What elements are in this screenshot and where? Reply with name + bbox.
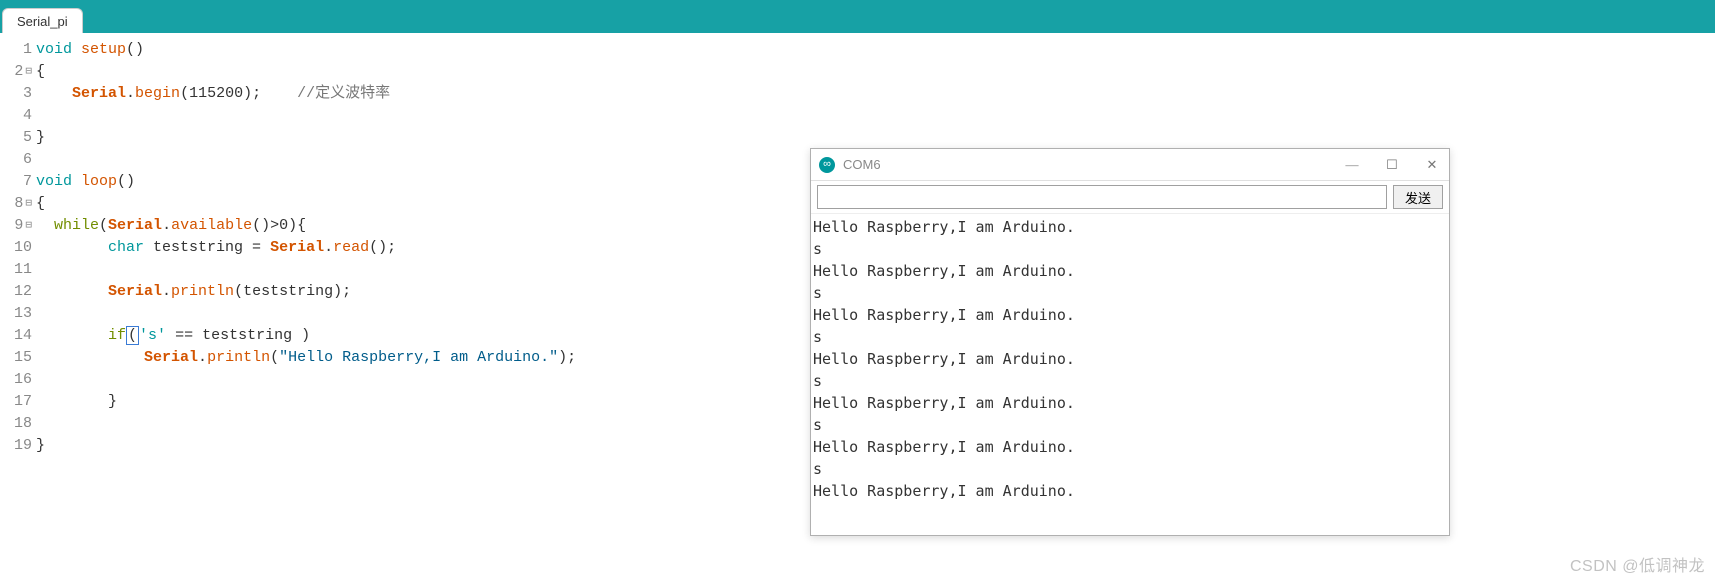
line-number: 5 [0, 127, 32, 149]
line-number: 10 [0, 237, 32, 259]
serial-line: s [813, 414, 1447, 436]
line-number: 3 [0, 83, 32, 105]
maximize-icon[interactable]: ☐ [1383, 157, 1401, 173]
line-number: 1 [0, 39, 32, 61]
line-number: 14 [0, 325, 32, 347]
line-number: 6 [0, 149, 32, 171]
line-number: 13 [0, 303, 32, 325]
serial-line: s [813, 282, 1447, 304]
fold-handle-icon[interactable]: ⊟ [25, 61, 32, 83]
serial-input[interactable] [817, 185, 1387, 209]
minimize-icon[interactable]: — [1343, 157, 1361, 173]
serial-line: s [813, 238, 1447, 260]
arduino-icon [819, 157, 835, 173]
code-line[interactable]: Serial.begin(115200); //定义波特率 [36, 83, 1715, 105]
line-number: 17 [0, 391, 32, 413]
window-title: COM6 [843, 157, 881, 172]
serial-output[interactable]: Hello Raspberry,I am Arduino.sHello Rasp… [811, 214, 1449, 535]
line-number: 19 [0, 435, 32, 457]
ide-top-bar: Serial_pi [0, 0, 1715, 33]
line-number: 2⊟ [0, 61, 32, 83]
serial-line: s [813, 458, 1447, 480]
serial-line: Hello Raspberry,I am Arduino. [813, 480, 1447, 502]
code-line[interactable]: void setup() [36, 39, 1715, 61]
code-line[interactable]: { [36, 61, 1715, 83]
send-button[interactable]: 发送 [1393, 185, 1443, 209]
serial-line: Hello Raspberry,I am Arduino. [813, 348, 1447, 370]
code-line[interactable] [36, 105, 1715, 127]
line-number: 11 [0, 259, 32, 281]
window-titlebar[interactable]: COM6 — ☐ ✕ [811, 149, 1449, 181]
line-number: 16 [0, 369, 32, 391]
serial-monitor-window: COM6 — ☐ ✕ 发送 Hello Raspberry,I am Ardui… [810, 148, 1450, 536]
serial-line: Hello Raspberry,I am Arduino. [813, 392, 1447, 414]
line-number: 12 [0, 281, 32, 303]
line-number: 4 [0, 105, 32, 127]
line-number: 9⊟ [0, 215, 32, 237]
serial-line: s [813, 370, 1447, 392]
serial-line: s [813, 326, 1447, 348]
serial-line: Hello Raspberry,I am Arduino. [813, 436, 1447, 458]
cursor-highlight: ( [126, 326, 139, 345]
fold-handle-icon[interactable]: ⊟ [25, 215, 32, 237]
line-number: 15 [0, 347, 32, 369]
serial-line: Hello Raspberry,I am Arduino. [813, 216, 1447, 238]
sketch-tab[interactable]: Serial_pi [2, 8, 83, 33]
serial-line: Hello Raspberry,I am Arduino. [813, 304, 1447, 326]
line-number: 18 [0, 413, 32, 435]
code-line[interactable]: } [36, 127, 1715, 149]
watermark: CSDN @低调神龙 [1570, 552, 1705, 576]
close-icon[interactable]: ✕ [1423, 157, 1441, 173]
serial-line: Hello Raspberry,I am Arduino. [813, 260, 1447, 282]
line-number: 7 [0, 171, 32, 193]
serial-input-row: 发送 [811, 181, 1449, 214]
line-number: 8⊟ [0, 193, 32, 215]
fold-handle-icon[interactable]: ⊟ [25, 193, 32, 215]
line-gutter: 12⊟345678⊟9⊟10111213141516171819 [0, 39, 36, 457]
